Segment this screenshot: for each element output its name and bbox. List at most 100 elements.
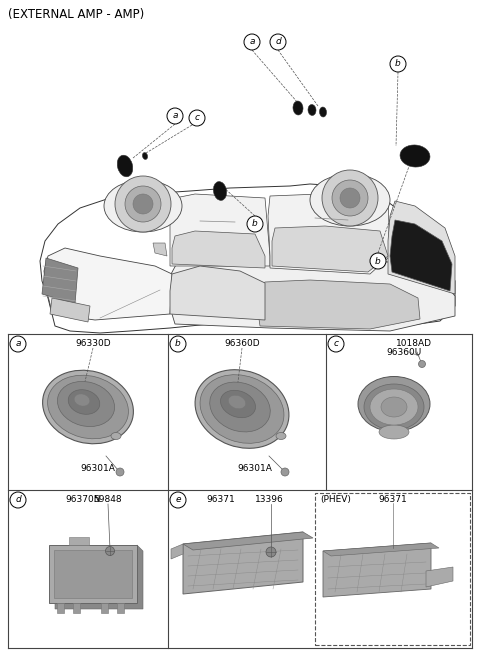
Polygon shape — [168, 256, 455, 331]
Circle shape — [244, 34, 260, 50]
Text: 96371: 96371 — [206, 495, 235, 504]
Circle shape — [332, 180, 368, 216]
Bar — [49, 545, 137, 603]
Bar — [101, 603, 108, 613]
Ellipse shape — [210, 382, 270, 432]
Circle shape — [116, 468, 124, 476]
Text: a: a — [249, 37, 255, 47]
Circle shape — [266, 547, 276, 557]
Polygon shape — [55, 545, 143, 609]
Circle shape — [167, 108, 183, 124]
Circle shape — [170, 336, 186, 352]
Circle shape — [106, 546, 115, 556]
Text: 1018AD: 1018AD — [396, 339, 432, 348]
Text: (EXTERNAL AMP - AMP): (EXTERNAL AMP - AMP) — [8, 8, 144, 21]
Ellipse shape — [308, 104, 316, 115]
Polygon shape — [323, 543, 431, 597]
Circle shape — [281, 468, 289, 476]
Circle shape — [340, 188, 360, 208]
Polygon shape — [388, 201, 455, 294]
Polygon shape — [272, 226, 388, 272]
Circle shape — [247, 216, 263, 232]
Bar — [117, 603, 124, 613]
Circle shape — [133, 194, 153, 214]
Ellipse shape — [370, 389, 418, 425]
Circle shape — [10, 336, 26, 352]
Polygon shape — [255, 280, 420, 329]
Polygon shape — [323, 543, 439, 556]
Ellipse shape — [293, 101, 303, 115]
Ellipse shape — [200, 375, 284, 443]
Circle shape — [170, 492, 186, 508]
Text: b: b — [375, 256, 381, 266]
Ellipse shape — [310, 174, 390, 226]
Circle shape — [419, 361, 425, 367]
Ellipse shape — [104, 180, 182, 232]
Text: 96360U: 96360U — [386, 348, 421, 357]
Circle shape — [10, 492, 26, 508]
Ellipse shape — [143, 153, 147, 159]
Text: c: c — [334, 340, 338, 348]
Circle shape — [125, 186, 161, 222]
Text: b: b — [175, 340, 181, 348]
Text: 59848: 59848 — [94, 495, 122, 504]
Ellipse shape — [364, 384, 424, 430]
Ellipse shape — [379, 425, 409, 439]
Polygon shape — [183, 532, 313, 550]
Ellipse shape — [358, 377, 430, 432]
Circle shape — [115, 176, 171, 232]
Bar — [69, 537, 89, 545]
Text: 96370N: 96370N — [65, 495, 101, 504]
Ellipse shape — [381, 397, 407, 417]
Ellipse shape — [43, 370, 133, 443]
Circle shape — [370, 253, 386, 269]
Ellipse shape — [320, 107, 326, 117]
Polygon shape — [171, 544, 183, 559]
Text: a: a — [15, 340, 21, 348]
Polygon shape — [268, 194, 390, 274]
Ellipse shape — [400, 145, 430, 167]
Polygon shape — [42, 258, 78, 304]
Text: 96371: 96371 — [378, 495, 407, 504]
Circle shape — [270, 34, 286, 50]
Circle shape — [189, 110, 205, 126]
Text: d: d — [275, 37, 281, 47]
Polygon shape — [426, 567, 453, 587]
Text: 13396: 13396 — [254, 495, 283, 504]
Ellipse shape — [214, 182, 227, 201]
Circle shape — [390, 56, 406, 72]
Ellipse shape — [48, 375, 129, 439]
Ellipse shape — [195, 370, 289, 448]
Polygon shape — [170, 266, 265, 320]
Ellipse shape — [228, 395, 246, 409]
Ellipse shape — [74, 394, 90, 406]
Bar — [315, 493, 470, 645]
Polygon shape — [40, 184, 455, 333]
Text: b: b — [252, 220, 258, 228]
Text: 96301A: 96301A — [238, 464, 273, 473]
Ellipse shape — [111, 432, 121, 440]
Bar — [54, 550, 132, 598]
Polygon shape — [172, 231, 265, 268]
Text: 96330D: 96330D — [75, 339, 111, 348]
Ellipse shape — [220, 390, 255, 418]
Polygon shape — [50, 298, 90, 322]
Ellipse shape — [276, 432, 286, 440]
Text: b: b — [395, 60, 401, 68]
Circle shape — [328, 336, 344, 352]
Ellipse shape — [117, 155, 133, 177]
Text: c: c — [194, 113, 200, 123]
Text: 96301A: 96301A — [81, 464, 115, 473]
Text: (PHEV): (PHEV) — [320, 495, 351, 504]
Polygon shape — [44, 248, 172, 320]
Text: d: d — [15, 495, 21, 504]
Text: a: a — [172, 112, 178, 121]
Bar — [57, 603, 64, 613]
Polygon shape — [390, 220, 452, 291]
Polygon shape — [183, 532, 303, 594]
Circle shape — [322, 170, 378, 226]
Polygon shape — [153, 243, 167, 256]
Ellipse shape — [58, 381, 115, 426]
Text: e: e — [175, 495, 181, 504]
Bar — [73, 603, 80, 613]
